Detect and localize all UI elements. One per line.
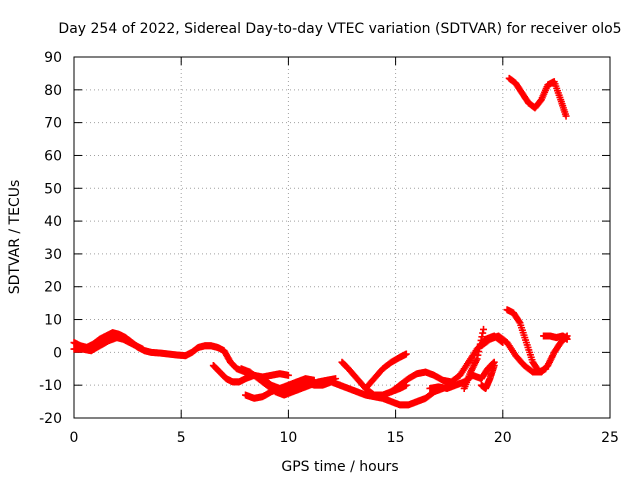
- data-point: [562, 112, 570, 120]
- y-tick-label: 30: [44, 247, 62, 263]
- y-tick-label: 90: [44, 50, 62, 66]
- y-tick-label: 0: [53, 345, 62, 361]
- plot-frame: [73, 56, 611, 419]
- data-point: [515, 318, 523, 326]
- data-point: [402, 350, 410, 358]
- series-sat-b: [70, 334, 147, 355]
- y-tick-label: -20: [39, 411, 62, 427]
- y-tick-label: 20: [44, 280, 62, 296]
- data-point: [480, 325, 488, 333]
- y-tick-label: 70: [44, 116, 62, 132]
- x-tick-label: 10: [279, 430, 297, 446]
- data-point: [478, 333, 486, 341]
- data-point: [139, 345, 147, 353]
- chart-title: Day 254 of 2022, Sidereal Day-to-day VTE…: [58, 21, 621, 37]
- data-point: [490, 361, 498, 369]
- y-axis-label: SDTVAR / TECUs: [7, 180, 23, 295]
- x-tick-label: 20: [494, 430, 512, 446]
- y-tick-label: 40: [44, 214, 62, 230]
- data-point: [474, 351, 482, 359]
- series-sat-n: [477, 332, 571, 376]
- grid: [74, 57, 610, 418]
- y-tick-label: 50: [44, 181, 62, 197]
- data-point: [475, 348, 483, 356]
- x-tick-label: 25: [601, 430, 619, 446]
- series-sat-l: [460, 325, 488, 392]
- series-sat-f: [242, 375, 318, 402]
- x-tick-label: 15: [387, 430, 405, 446]
- y-tick-label: 60: [44, 148, 62, 164]
- y-axis-ticks: -20 -10 0 10 20 30 40 50 60 70 80 90: [39, 50, 610, 427]
- x-axis-ticks: 0 5 10 15 20 25: [70, 57, 619, 446]
- y-tick-label: 10: [44, 313, 62, 329]
- data-point: [473, 355, 481, 363]
- series-sat-o: [503, 306, 550, 376]
- data-point: [332, 375, 340, 383]
- y-tick-label: 80: [44, 83, 62, 99]
- x-axis-label: GPS time / hours: [281, 459, 398, 475]
- x-tick-label: 0: [70, 430, 79, 446]
- data-point: [284, 371, 292, 379]
- data-point: [479, 329, 487, 337]
- data-point: [310, 376, 318, 384]
- y-tick-label: -10: [39, 378, 62, 394]
- data-point: [563, 335, 571, 343]
- series-sat-q: [505, 74, 570, 120]
- x-tick-label: 5: [177, 430, 186, 446]
- data-points: [70, 74, 571, 409]
- data-point: [542, 365, 550, 373]
- plot-border: [73, 56, 611, 419]
- series-sat-m: [477, 361, 498, 392]
- series-sat-i: [362, 350, 410, 392]
- series-sat-c: [181, 342, 292, 381]
- series-sat-p: [540, 332, 571, 343]
